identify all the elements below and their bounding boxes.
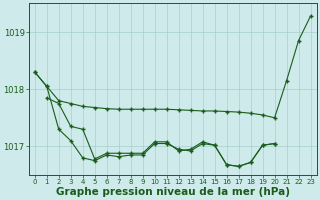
X-axis label: Graphe pression niveau de la mer (hPa): Graphe pression niveau de la mer (hPa) [56,187,290,197]
